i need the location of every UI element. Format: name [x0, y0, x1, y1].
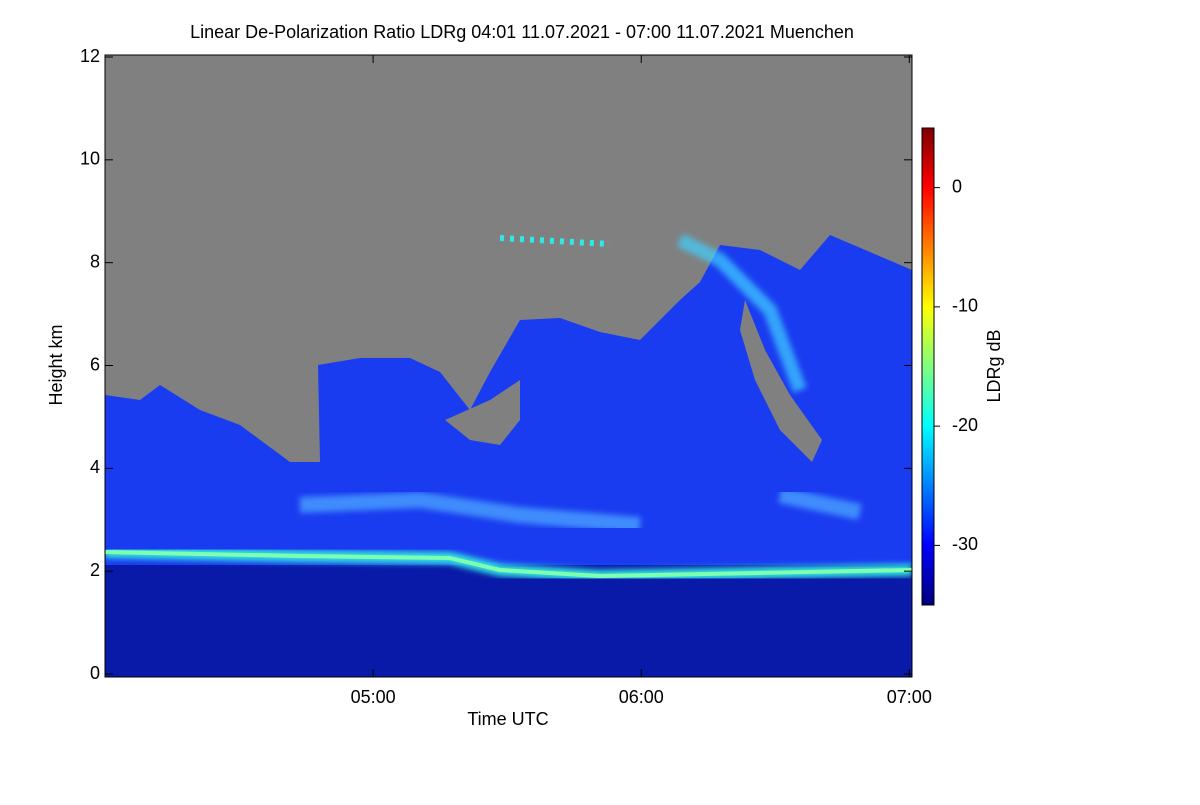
y-tick-label: 10	[80, 149, 100, 169]
aerosol-streaks	[299, 487, 862, 533]
cirrus-fragments	[499, 235, 611, 247]
bright-layer-core	[105, 550, 912, 579]
y-tick-label: 12	[80, 46, 100, 66]
x-tick-label: 06:00	[619, 687, 664, 707]
y-tick-label: 4	[90, 457, 100, 477]
x-tick-label: 05:00	[351, 687, 396, 707]
y-tick-label: 6	[90, 354, 100, 374]
lower-layer	[105, 565, 912, 677]
y-tick-label: 2	[90, 560, 100, 580]
y-axis-label: Height km	[46, 324, 66, 405]
y-tick-label: 0	[90, 663, 100, 683]
no-data-pocket	[445, 380, 520, 445]
colorbar-tick-label: -20	[952, 415, 978, 435]
colorbar-tick-label: -10	[952, 296, 978, 316]
y-tick-label: 8	[90, 251, 100, 271]
heatmap	[105, 55, 912, 677]
x-tick-label: 07:00	[887, 687, 932, 707]
colorbar-tick-label: -30	[952, 534, 978, 554]
x-axis-label: Time UTC	[467, 709, 548, 729]
no-data-pocket	[740, 300, 822, 462]
chart-title: Linear De-Polarization Ratio LDRg 04:01 …	[190, 22, 854, 42]
colorbar-tick-label: 0	[952, 176, 962, 196]
cirrus-streak	[676, 233, 807, 393]
colorbar-label: LDRg dB	[984, 329, 1004, 402]
colorbar	[921, 127, 935, 606]
